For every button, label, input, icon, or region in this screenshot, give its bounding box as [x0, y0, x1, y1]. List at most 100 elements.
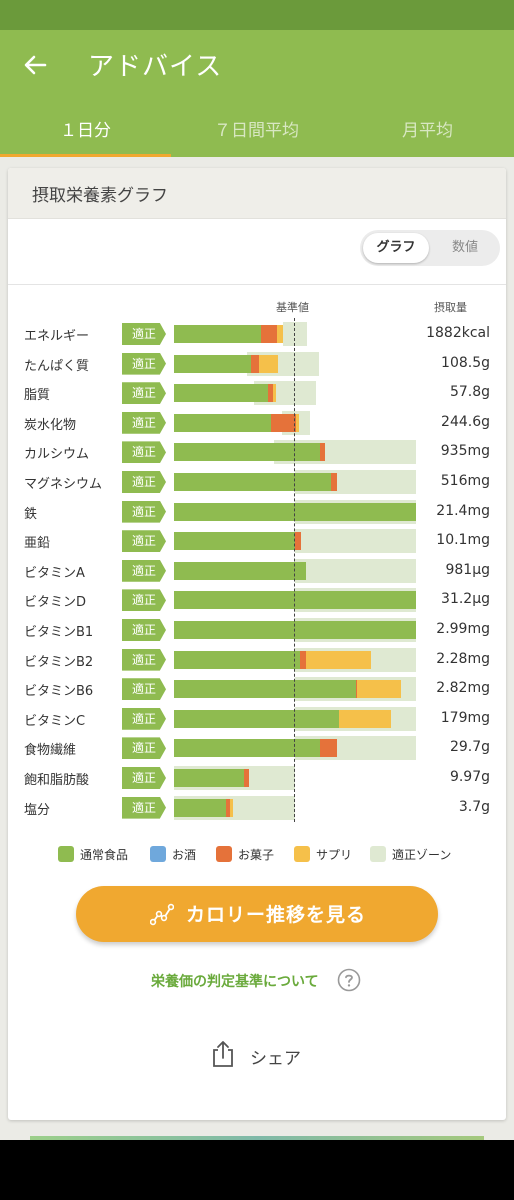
- intake-value: 1882kcal: [426, 325, 490, 341]
- bar-segment-food: [174, 591, 416, 610]
- bar-segment-food: [174, 709, 339, 728]
- nutrient-row: 脂質 適正 57.8g: [8, 378, 506, 407]
- nutrient-name: 脂質: [24, 388, 51, 404]
- nutrient-row: ビタミンA 適正 981μg: [8, 556, 506, 585]
- nutrient-bar: [174, 736, 416, 761]
- nutrient-row: マグネシウム 適正 516mg: [8, 467, 506, 496]
- nutrient-bar: [174, 647, 416, 672]
- card-title: 摂取栄養素グラフ: [32, 186, 168, 206]
- back-arrow-icon[interactable]: [20, 50, 50, 80]
- nutrient-name: ビタミンB1: [24, 625, 94, 640]
- intake-value: 10.1mg: [436, 532, 490, 549]
- calorie-trend-button-label: カロリー推移を見る: [186, 904, 367, 926]
- legend-swatch-snack: [216, 846, 232, 862]
- nutrient-bar: [174, 558, 416, 583]
- nutrient-row: ビタミンB6 適正 2.82mg: [8, 674, 506, 703]
- help-icon[interactable]: [337, 968, 361, 992]
- nutrient-bar: [174, 706, 416, 731]
- intake-value: 244.6g: [441, 413, 490, 430]
- bar-segment-food: [174, 354, 252, 373]
- nutrient-bar: [174, 470, 416, 494]
- status-badge: 適正: [122, 382, 166, 405]
- nutrient-name: 亜鉛: [24, 536, 51, 552]
- nutrient-name: ビタミンB2: [24, 654, 94, 670]
- divider: [8, 284, 506, 285]
- bar-segment-food: [174, 502, 416, 521]
- nutrient-row: 鉄 適正 21.4mg: [8, 497, 506, 526]
- nutrient-name: 飽和脂肪酸: [24, 773, 90, 788]
- nutrient-name: たんぱく質: [24, 358, 90, 374]
- status-badge: 適正: [122, 796, 166, 819]
- bar-segment-supplement: [229, 798, 234, 817]
- intake-value: 29.7g: [449, 739, 490, 756]
- legend-item-supplement: サプリ: [294, 845, 352, 863]
- appropriate-zone-band: [295, 558, 416, 583]
- legend-label-food: 通常食品: [80, 847, 129, 862]
- tab-monthly-average[interactable]: 月平均: [402, 121, 453, 141]
- status-badge: 適正: [122, 648, 166, 671]
- intake-value: 179mg: [440, 709, 490, 726]
- toggle-numbers[interactable]: 数値: [451, 240, 478, 255]
- bar-segment-food: [174, 473, 332, 491]
- intake-value: 108.5g: [441, 354, 490, 371]
- status-badge: 適正: [122, 767, 166, 789]
- share-button[interactable]: シェア: [210, 1038, 320, 1072]
- calorie-trend-button[interactable]: カロリー推移を見る: [76, 886, 438, 942]
- bar-segment-supplement: [305, 650, 372, 669]
- status-badge: 適正: [122, 471, 166, 493]
- bar-segment-supplement: [296, 413, 299, 432]
- nutrient-name: エネルギー: [24, 329, 90, 344]
- legend-item-food: 通常食品: [58, 845, 128, 863]
- nutrient-row: ビタミンC 適正 179mg: [8, 704, 506, 733]
- nutrient-bar: [174, 410, 416, 435]
- system-navigation-bar: [0, 1140, 514, 1200]
- status-badge: 適正: [122, 737, 166, 760]
- bar-segment-food: [174, 384, 269, 403]
- tab-indicator: [0, 154, 171, 157]
- nutrient-bar: [174, 440, 416, 465]
- bar-segment-food: [174, 413, 271, 432]
- bar-segment-snack: [261, 325, 277, 343]
- intake-value: 31.2μg: [441, 591, 490, 608]
- status-badge: 適正: [122, 411, 166, 434]
- intake-value: 935mg: [440, 443, 490, 460]
- card-header: 摂取栄養素グラフ: [8, 168, 506, 219]
- intake-value: 2.99mg: [436, 621, 490, 637]
- legend-label-alcohol: お酒: [172, 847, 197, 862]
- status-badge: 適正: [122, 441, 166, 464]
- status-badge: 適正: [122, 530, 166, 553]
- intake-column-label: 摂取量: [434, 301, 467, 314]
- nutrient-row: ビタミンB1 適正 2.99mg: [8, 615, 506, 644]
- bar-segment-snack: [270, 413, 297, 432]
- bar-segment-supplement: [276, 325, 283, 343]
- trend-chart-icon: [150, 903, 174, 926]
- nutrient-row: 炭水化物 適正 244.6g: [8, 408, 506, 437]
- nutrient-row: カルシウム 適正 935mg: [8, 437, 506, 466]
- share-icon: [213, 1041, 233, 1067]
- bar-segment-food: [174, 325, 262, 343]
- criteria-link-label: 栄養価の判定基準について: [151, 974, 319, 990]
- bar-segment-food: [174, 561, 306, 580]
- tab-7day-average[interactable]: ７日間平均: [214, 121, 299, 141]
- status-badge: 適正: [122, 619, 166, 641]
- bar-segment-snack: [251, 354, 259, 373]
- status-badge: 適正: [122, 559, 166, 582]
- share-label: シェア: [250, 1049, 301, 1069]
- nutrient-name: ビタミンA: [24, 565, 85, 581]
- bar-segment-snack: [268, 384, 274, 403]
- tab-daily[interactable]: １日分: [60, 121, 111, 141]
- intake-value: 3.7g: [458, 798, 490, 815]
- nutrient-bar: [174, 766, 416, 790]
- intake-value: 9.97g: [449, 769, 490, 785]
- bar-segment-food: [174, 532, 295, 551]
- legend-item-alcohol: お酒: [150, 845, 196, 863]
- legend-label-supplement: サプリ: [316, 847, 353, 862]
- bar-segment-food: [174, 650, 300, 669]
- nutrient-name: 炭水化物: [24, 417, 77, 433]
- toggle-graph[interactable]: グラフ: [363, 233, 429, 263]
- nutrient-row: たんぱく質 適正 108.5g: [8, 349, 506, 378]
- reference-column-label: 基準値: [276, 301, 309, 314]
- nutrient-bar: [174, 381, 416, 406]
- page-title: アドバイス: [88, 52, 223, 82]
- nutrient-row: 塩分 適正 3.7g: [8, 793, 506, 822]
